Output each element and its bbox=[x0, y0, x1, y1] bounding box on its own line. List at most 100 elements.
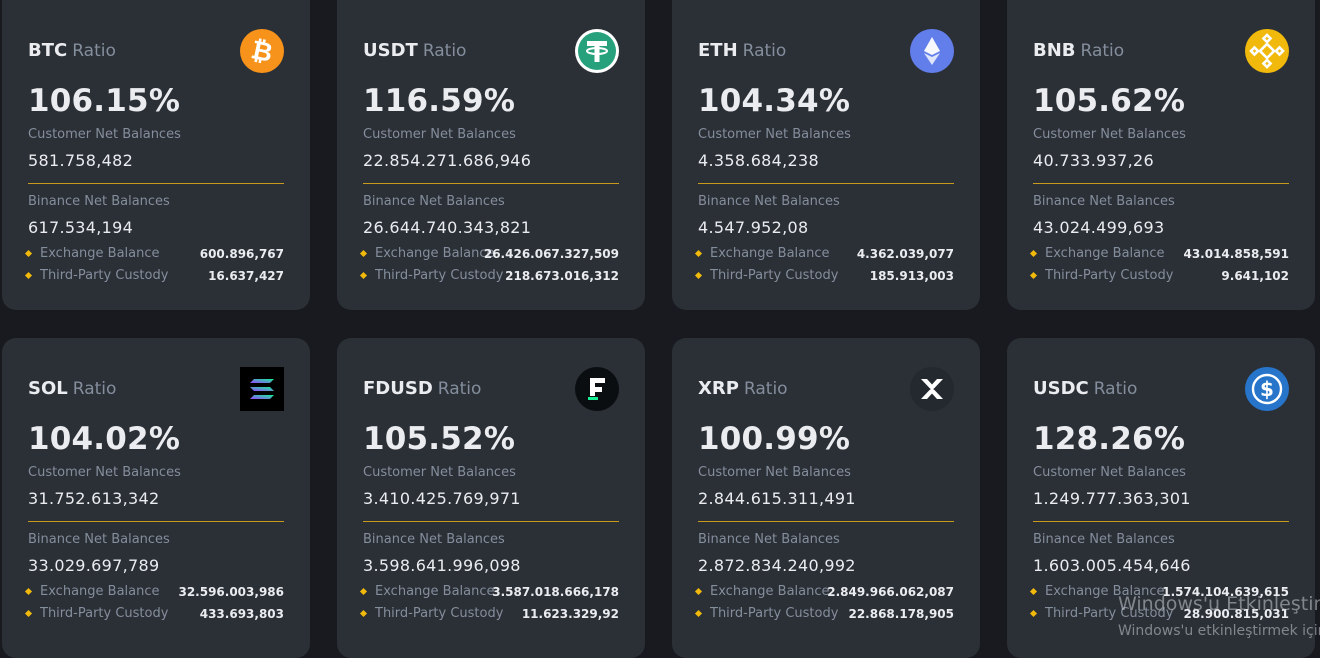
binance-net-balances-label: Binance Net Balances bbox=[698, 194, 840, 209]
card-title: USDC Ratio bbox=[1033, 378, 1137, 400]
customer-net-balances-label: Customer Net Balances bbox=[363, 127, 516, 142]
fdusd-icon bbox=[575, 367, 619, 411]
customer-net-balances-value: 31.752.613,342 bbox=[28, 489, 160, 508]
customer-net-balances-value: 2.844.615.311,491 bbox=[698, 489, 856, 508]
third-party-custody-label: Third-Party Custody bbox=[1045, 606, 1174, 621]
card-title: ETH Ratio bbox=[698, 40, 786, 62]
windows-activation-watermark-subtitle: Windows'u etkinleştirmek için bbox=[1118, 623, 1320, 639]
third-party-custody-label: Third-Party Custody bbox=[1045, 268, 1174, 283]
ratio-card-usdc: USDC Ratio $ 128.26% Customer Net Balance… bbox=[1007, 338, 1315, 658]
ratio-label: Ratio bbox=[437, 379, 482, 399]
asset-symbol: ETH bbox=[698, 40, 738, 61]
third-party-custody-value: 9.641,102 bbox=[1221, 269, 1289, 283]
binance-net-balances-value: 3.598.641.996,098 bbox=[363, 556, 521, 575]
exchange-balance-row: Exchange Balance 26.426.067.327,509 bbox=[359, 245, 619, 263]
exchange-balance-row: Exchange Balance 2.849.966.062,087 bbox=[694, 583, 954, 601]
third-party-custody-value: 22.868.178,905 bbox=[848, 607, 954, 621]
ratio-card-sol: SOL Ratio 104.02% Customer Net Balances 3… bbox=[2, 338, 310, 658]
binance-net-balances-label: Binance Net Balances bbox=[363, 194, 505, 209]
divider bbox=[28, 521, 284, 522]
third-party-custody-value: 11.623.329,92 bbox=[521, 607, 619, 621]
customer-net-balances-value: 40.733.937,26 bbox=[1033, 151, 1154, 170]
binance-net-balances-value: 4.547.952,08 bbox=[698, 218, 809, 237]
ratio-percent: 105.62% bbox=[1033, 83, 1186, 119]
binance-net-balances-value: 33.029.697,789 bbox=[28, 556, 160, 575]
third-party-custody-label: Third-Party Custody bbox=[710, 606, 839, 621]
exchange-balance-label: Exchange Balance bbox=[1045, 584, 1165, 599]
bullet-icon bbox=[694, 249, 703, 258]
usdc-icon: $ bbox=[1245, 367, 1289, 411]
exchange-balance-row: Exchange Balance 32.596.003,986 bbox=[24, 583, 284, 601]
divider bbox=[698, 183, 954, 184]
third-party-custody-value: 433.693,803 bbox=[199, 607, 284, 621]
third-party-custody-row: Third-Party Custody 16.637,427 bbox=[24, 267, 284, 285]
ratio-card-usdt: USDT Ratio 116.59% Customer Net Balances … bbox=[337, 0, 645, 310]
asset-symbol: XRP bbox=[698, 378, 739, 399]
binance-net-balances-value: 43.024.499,693 bbox=[1033, 218, 1165, 237]
bullet-icon bbox=[1029, 587, 1038, 596]
exchange-balance-value: 43.014.858,591 bbox=[1183, 247, 1289, 261]
solana-icon bbox=[240, 367, 284, 411]
asset-symbol: SOL bbox=[28, 378, 68, 399]
ratio-percent: 100.99% bbox=[698, 421, 851, 457]
third-party-custody-row: Third-Party Custody 11.623.329,92 bbox=[359, 605, 619, 623]
ratio-card-fdusd: FDUSD Ratio 105.52% Customer Net Balances… bbox=[337, 338, 645, 658]
exchange-balance-label: Exchange Balance bbox=[710, 584, 830, 599]
third-party-custody-value: 185.913,003 bbox=[869, 269, 954, 283]
binance-net-balances-label: Binance Net Balances bbox=[698, 532, 840, 547]
divider bbox=[363, 183, 619, 184]
bullet-icon bbox=[1029, 271, 1038, 280]
card-title: USDT Ratio bbox=[363, 40, 466, 62]
binance-net-balances-label: Binance Net Balances bbox=[1033, 194, 1175, 209]
customer-net-balances-label: Customer Net Balances bbox=[28, 465, 181, 480]
exchange-balance-value: 26.426.067.327,509 bbox=[483, 247, 619, 261]
asset-symbol: USDT bbox=[363, 40, 418, 61]
third-party-custody-label: Third-Party Custody bbox=[710, 268, 839, 283]
bullet-icon bbox=[359, 249, 368, 258]
exchange-balance-label: Exchange Balance bbox=[40, 584, 160, 599]
bitcoin-icon: ₿ bbox=[240, 29, 284, 73]
ethereum-icon bbox=[910, 29, 954, 73]
ratio-label: Ratio bbox=[72, 41, 116, 61]
exchange-balance-label: Exchange Balance bbox=[710, 246, 830, 261]
divider bbox=[1033, 183, 1289, 184]
bullet-icon bbox=[1029, 609, 1038, 618]
card-title: BTC Ratio bbox=[28, 40, 116, 62]
binance-net-balances-value: 2.872.834.240,992 bbox=[698, 556, 856, 575]
exchange-balance-row: Exchange Balance 600.896,767 bbox=[24, 245, 284, 263]
customer-net-balances-value: 22.854.271.686,946 bbox=[363, 151, 532, 170]
third-party-custody-row: Third-Party Custody 28.900.815,031 bbox=[1029, 605, 1289, 623]
asset-symbol: FDUSD bbox=[363, 378, 433, 399]
card-title: XRP Ratio bbox=[698, 378, 788, 400]
customer-net-balances-label: Customer Net Balances bbox=[363, 465, 516, 480]
ratio-label: Ratio bbox=[422, 41, 467, 61]
bullet-icon bbox=[1029, 249, 1038, 258]
third-party-custody-row: Third-Party Custody 433.693,803 bbox=[24, 605, 284, 623]
customer-net-balances-label: Customer Net Balances bbox=[28, 127, 181, 142]
third-party-custody-value: 218.673.016,312 bbox=[505, 269, 619, 283]
bullet-icon bbox=[359, 271, 368, 280]
exchange-balance-value: 1.574.104.639,615 bbox=[1162, 585, 1289, 599]
ratio-percent: 105.52% bbox=[363, 421, 516, 457]
binance-net-balances-value: 617.534,194 bbox=[28, 218, 134, 237]
divider bbox=[698, 521, 954, 522]
third-party-custody-row: Third-Party Custody 218.673.016,312 bbox=[359, 267, 619, 285]
customer-net-balances-label: Customer Net Balances bbox=[1033, 465, 1186, 480]
ratio-label: Ratio bbox=[72, 379, 117, 399]
ratio-card-xrp: XRP Ratio 100.99% Customer Net Balances 2… bbox=[672, 338, 980, 658]
asset-symbol: USDC bbox=[1033, 378, 1089, 399]
exchange-balance-row: Exchange Balance 1.574.104.639,615 bbox=[1029, 583, 1289, 601]
bnb-icon bbox=[1245, 29, 1289, 73]
card-title: FDUSD Ratio bbox=[363, 378, 481, 400]
ratio-label: Ratio bbox=[742, 41, 787, 61]
customer-net-balances-value: 1.249.777.363,301 bbox=[1033, 489, 1191, 508]
third-party-custody-row: Third-Party Custody 22.868.178,905 bbox=[694, 605, 954, 623]
third-party-custody-row: Third-Party Custody 185.913,003 bbox=[694, 267, 954, 285]
exchange-balance-value: 3.587.018.666,178 bbox=[492, 585, 619, 599]
binance-net-balances-label: Binance Net Balances bbox=[1033, 532, 1175, 547]
ratio-card-eth: ETH Ratio 104.34% Customer Net Balances 4… bbox=[672, 0, 980, 310]
svg-text:$: $ bbox=[1260, 377, 1274, 401]
exchange-balance-value: 32.596.003,986 bbox=[178, 585, 284, 599]
divider bbox=[363, 521, 619, 522]
binance-net-balances-label: Binance Net Balances bbox=[363, 532, 505, 547]
